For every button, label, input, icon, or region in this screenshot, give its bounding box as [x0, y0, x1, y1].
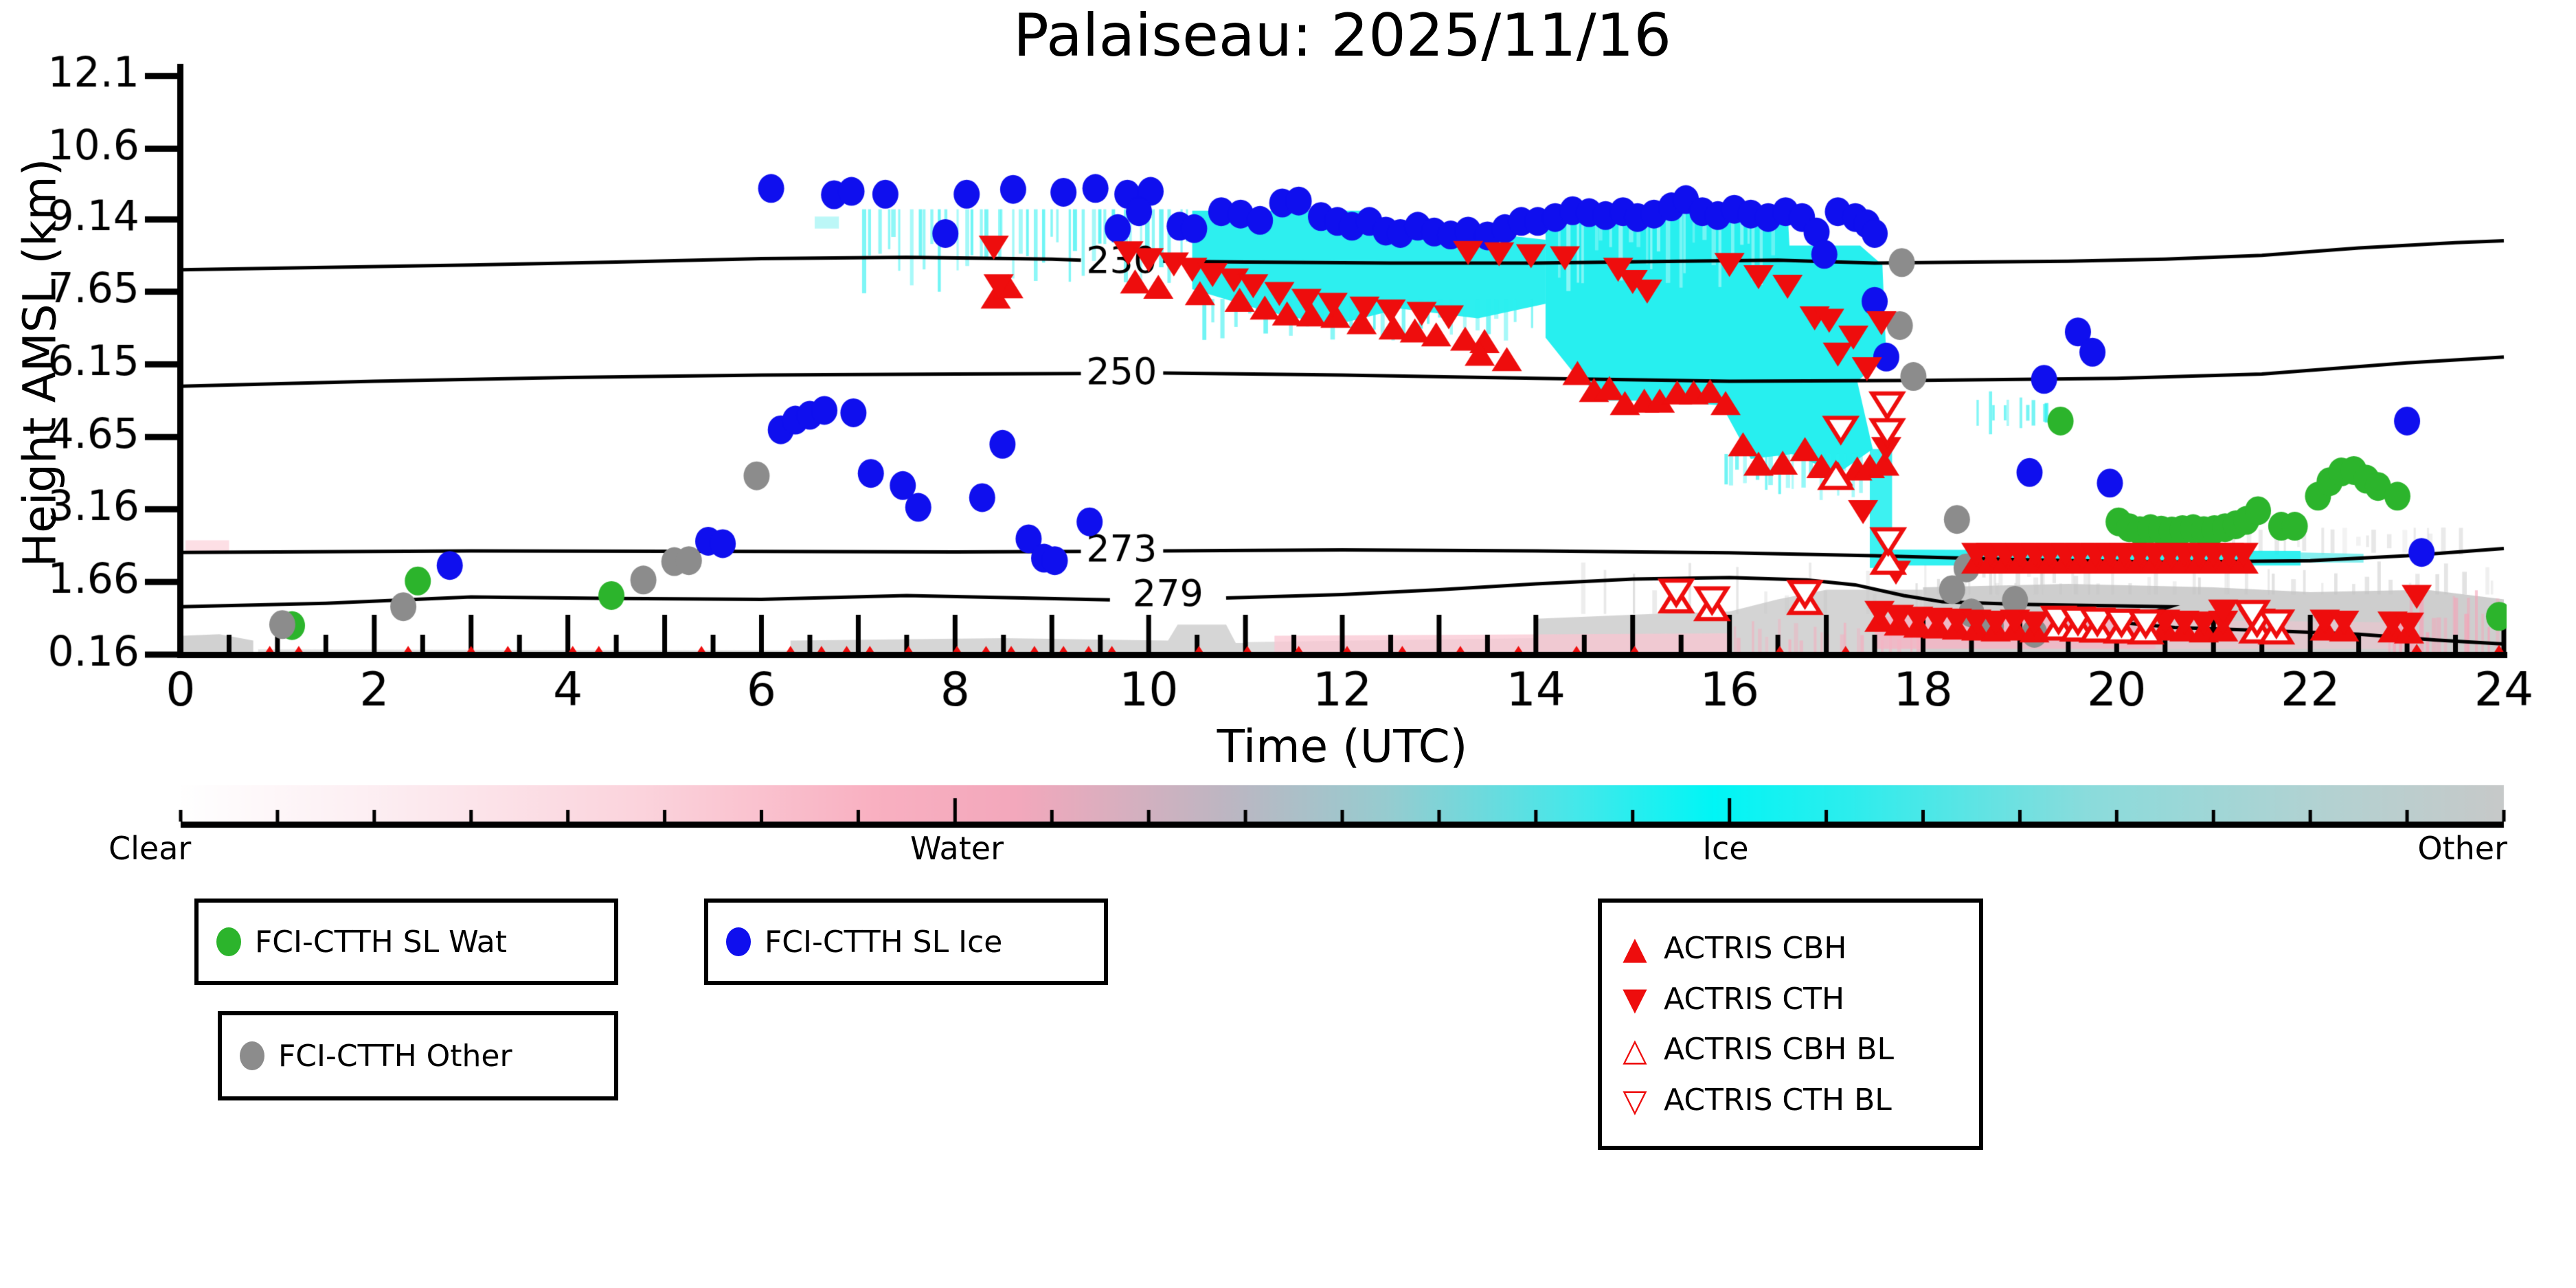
colorbar-label-other: Other: [2417, 830, 2507, 867]
triangle-down-icon: ▼: [1623, 980, 1647, 1018]
legend-fci-other: FCI-CTTH Other: [218, 1011, 618, 1100]
triangle-up-icon: ▲: [1623, 929, 1647, 967]
water-dot-icon: [216, 927, 241, 956]
legend-label: ACTRIS CTH: [1664, 981, 1845, 1017]
legend-fci-sl-ice: FCI-CTTH SL Ice: [704, 899, 1108, 985]
colorbar-label-water: Water: [910, 830, 1004, 867]
legend-item-actris-cth-bl: ▽ ACTRIS CTH BL: [1617, 1083, 1972, 1118]
legend-label: FCI-CTTH Other: [278, 1038, 512, 1074]
colorbar-label-clear: Clear: [109, 830, 192, 867]
legend-label: ACTRIS CBH BL: [1664, 1032, 1895, 1067]
ice-dot-icon: [726, 927, 751, 956]
colorbar-label-ice: Ice: [1702, 830, 1749, 867]
x-axis-label: Time (UTC): [1217, 720, 1468, 773]
other-dot-icon: [240, 1041, 264, 1070]
legend-item-actris-cbh-bl: △ ACTRIS CBH BL: [1617, 1032, 1972, 1067]
legend-fci-sl-wat: FCI-CTTH SL Wat: [194, 899, 618, 985]
chart-title: Palaiseau: 2025/11/16: [1013, 1, 1672, 70]
legend-label: FCI-CTTH SL Ice: [765, 924, 1003, 960]
legend-item-actris-cbh: ▲ ACTRIS CBH: [1617, 931, 1972, 966]
legend-label: ACTRIS CBH: [1664, 930, 1847, 966]
triangle-up-open-icon: △: [1623, 1030, 1647, 1068]
y-axis-label: Height AMSL (km): [13, 158, 67, 567]
legend-label: FCI-CTTH SL Wat: [255, 924, 507, 960]
triangle-down-open-icon: ▽: [1623, 1081, 1647, 1119]
legend-actris: ▲ ACTRIS CBH ▼ ACTRIS CTH △ ACTRIS CBH B…: [1598, 899, 1983, 1150]
legend-item-actris-cth: ▼ ACTRIS CTH: [1617, 982, 1972, 1017]
legend-label: ACTRIS CTH BL: [1664, 1083, 1892, 1118]
